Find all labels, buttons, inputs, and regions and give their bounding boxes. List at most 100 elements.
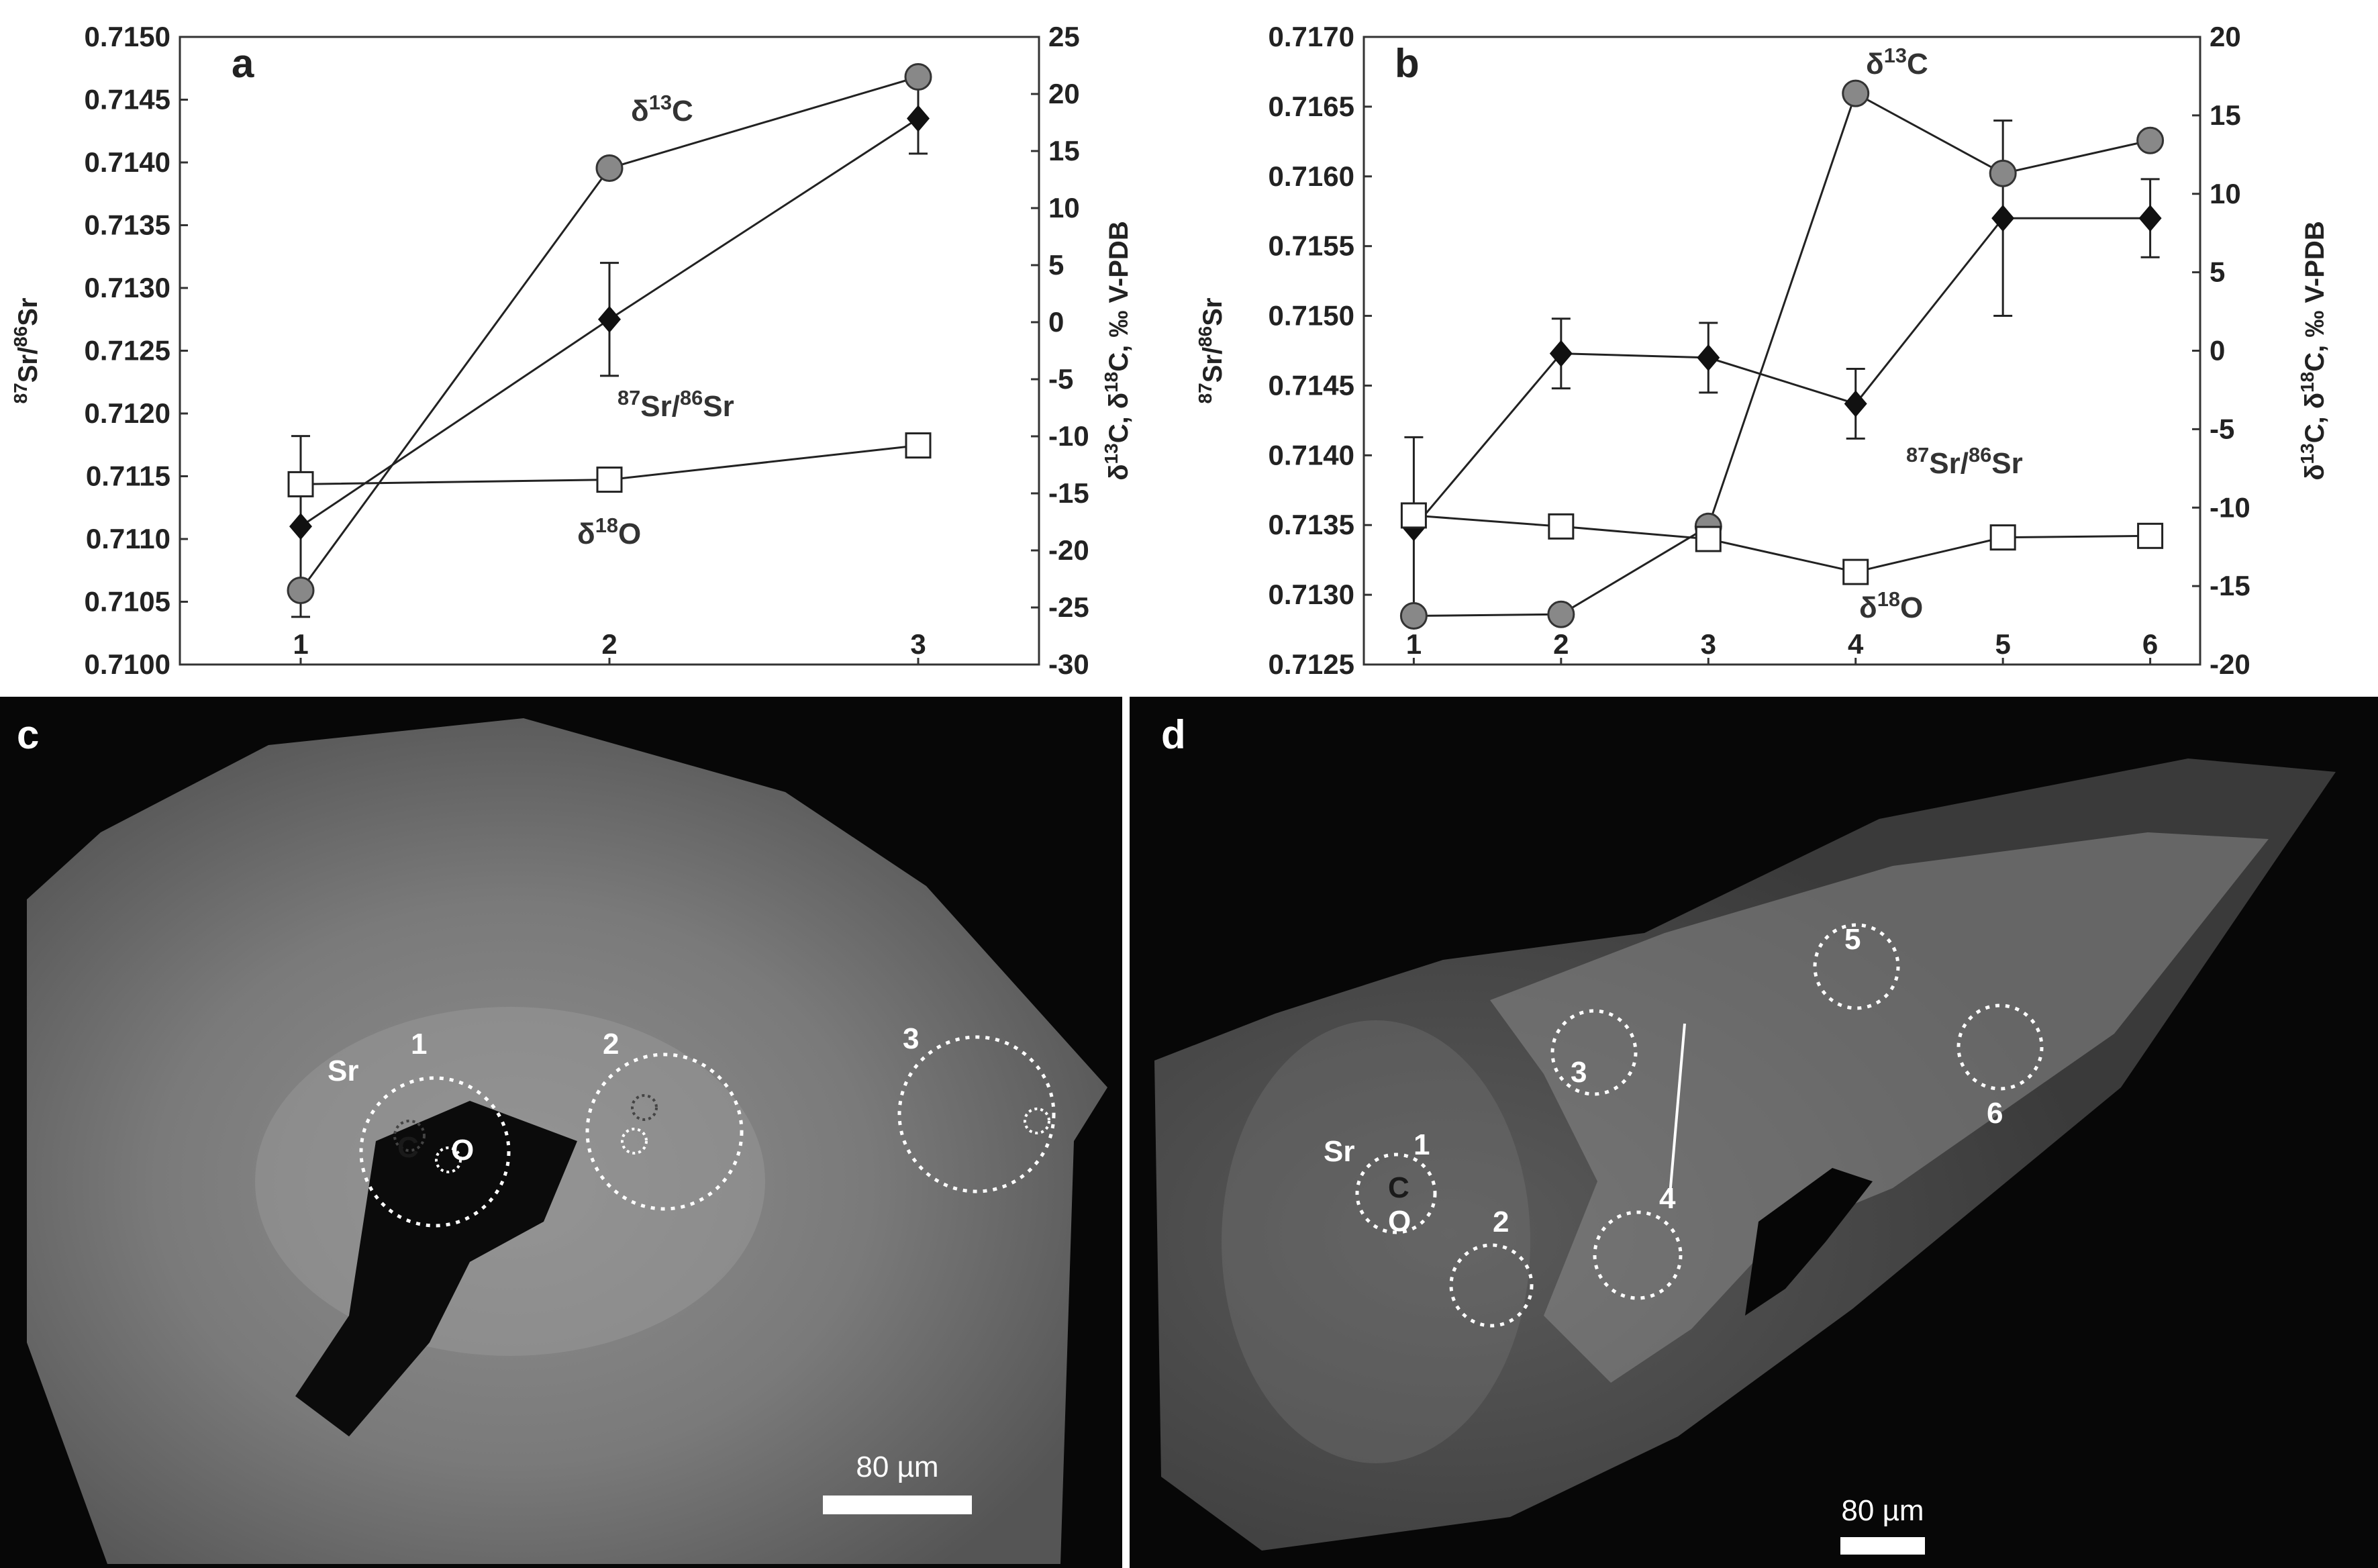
data-point-sr (289, 513, 312, 540)
left-tick-label: 0.7105 (85, 586, 170, 618)
data-point-c13 (1399, 602, 1428, 630)
right-tick-label: -10 (1048, 420, 1089, 452)
left-tick-label: 0.7130 (85, 272, 170, 303)
right-tick-label: 15 (1048, 135, 1080, 166)
left-tick-label: 0.7150 (85, 21, 170, 52)
left-tick-label: 0.7135 (85, 209, 170, 241)
chart-panel-a: a 0.7100 0.7105 0.7110 0.7115 0.7120 0.7125 0.… (10, 21, 1134, 680)
left-tick-label: 0.7125 (1269, 648, 1354, 680)
isotope-label-sr-c: Sr (328, 1055, 358, 1087)
spot-label-d3: 3 (1571, 1056, 1587, 1089)
right-tick-label: 20 (1048, 78, 1080, 109)
spot-label-d6: 6 (1987, 1097, 2003, 1130)
scale-bar-c (823, 1496, 972, 1514)
right-axis-label: δ13C, δ18C, ‰ V-PDB (2297, 221, 2330, 480)
data-point-o18 (1548, 513, 1575, 540)
spot-label-d5: 5 (1844, 923, 1861, 956)
grain-crack-c (295, 1101, 577, 1436)
panel-letter-b: b (1395, 41, 1420, 86)
data-point-sr (1697, 344, 1720, 371)
grain-bright-zone-d (1490, 832, 2269, 1383)
right-tick-label: 20 (2210, 21, 2241, 52)
right-tick-label: 10 (2210, 178, 2241, 209)
series-annotation-2: δ18O (577, 513, 641, 551)
right-tick-label: 0 (1048, 306, 1064, 338)
series-annotation-1: 87Sr/86Sr (1906, 443, 2023, 481)
o-isotope-pit-c2 (621, 1128, 648, 1155)
isotope-label-c-d: C (1388, 1171, 1409, 1204)
analysis-spot-d4 (1593, 1210, 1683, 1300)
right-tick-label: 5 (2210, 256, 2225, 288)
o-isotope-pit-c1 (435, 1146, 462, 1173)
right-tick-label: 25 (1048, 21, 1080, 52)
x-tick-label: 6 (2142, 628, 2158, 660)
analysis-spot-d2 (1449, 1243, 1534, 1328)
left-axis-label: 87Sr/86Sr (1195, 298, 1228, 404)
left-tick-label: 0.7120 (85, 397, 170, 429)
chart-panel-b: b 0.7125 0.7130 0.7135 0.7140 0.7145 0.7150 0.… (1195, 21, 2330, 680)
x-tick-label: 1 (1406, 628, 1422, 660)
data-point-sr (598, 305, 621, 333)
series-annotation-1: 87Sr/86Sr (617, 386, 734, 424)
right-axis-label: δ13C, δ18C, ‰ V-PDB (1101, 221, 1134, 480)
data-point-c13 (1989, 159, 2017, 187)
left-tick-label: 0.7155 (1269, 230, 1354, 262)
left-tick-label: 0.7100 (85, 648, 170, 680)
x-tick-label: 5 (1995, 628, 2010, 660)
isotope-label-o-d: O (1388, 1205, 1411, 1238)
x-tick-label: 3 (910, 628, 926, 660)
data-point-o18 (287, 471, 314, 497)
data-point-o18 (1989, 524, 2016, 551)
right-tick-label: 5 (1048, 249, 1064, 281)
c-isotope-pit-c2 (631, 1094, 658, 1121)
left-tick-label: 0.7170 (1269, 21, 1354, 52)
data-point-c13 (595, 154, 624, 182)
o-isotope-pit-c3 (1024, 1108, 1050, 1134)
panel-letter-a: a (232, 41, 254, 86)
micrograph-panel-d: d Sr 1 C O 2 3 4 5 6 80 µm (1130, 697, 2378, 1568)
spot-label-c3: 3 (903, 1022, 919, 1055)
left-tick-label: 0.7125 (85, 335, 170, 366)
series-line-o18 (1414, 514, 2150, 573)
data-point-c13 (1547, 600, 1575, 628)
grain-core-d (1222, 1020, 1530, 1463)
analysis-spot-c1 (359, 1076, 511, 1228)
x-tick-label: 3 (1701, 628, 1716, 660)
right-tick-label: -30 (1048, 648, 1089, 680)
data-point-c13 (2136, 126, 2165, 154)
data-point-c13 (287, 577, 315, 604)
right-tick-label: -20 (1048, 534, 1089, 566)
data-point-c13 (904, 63, 932, 91)
analysis-spot-c2 (585, 1052, 744, 1211)
spot-label-d4: 4 (1659, 1182, 1676, 1215)
right-tick-label: -5 (2210, 413, 2234, 444)
data-point-sr (2138, 205, 2162, 232)
right-tick-label: -10 (2210, 491, 2250, 523)
spot-label-c2: 2 (603, 1028, 619, 1061)
micrograph-panel-c: c Sr 1 C O 2 3 80 µm (0, 697, 1122, 1568)
x-tick-label: 2 (601, 628, 617, 660)
c-isotope-pit-c1 (393, 1120, 426, 1152)
data-point-o18 (1842, 558, 1869, 585)
right-tick-label: -15 (2210, 570, 2250, 601)
plot-frame (1363, 36, 2201, 666)
data-point-o18 (905, 432, 932, 459)
right-tick-label: -25 (1048, 591, 1089, 623)
data-point-sr (1844, 390, 1867, 418)
right-tick-label: -15 (1048, 477, 1089, 509)
right-tick-label: -20 (2210, 648, 2250, 680)
right-tick-label: -5 (1048, 363, 1073, 395)
data-point-sr (1991, 205, 2015, 232)
data-point-sr (907, 105, 930, 132)
left-tick-label: 0.7150 (1269, 300, 1354, 332)
data-point-o18 (2137, 522, 2164, 549)
panel-letter-d: d (1161, 712, 1186, 757)
left-tick-label: 0.7145 (85, 84, 170, 115)
left-axis-label: 87Sr/86Sr (10, 298, 44, 404)
data-point-o18 (596, 467, 623, 493)
grain-void-d (1745, 1168, 1873, 1316)
analysis-spot-d1 (1355, 1153, 1437, 1234)
scale-bar-label-d: 80 µm (1841, 1494, 1924, 1527)
right-tick-label: 15 (2210, 99, 2241, 131)
series-line-c13 (1414, 91, 2150, 618)
